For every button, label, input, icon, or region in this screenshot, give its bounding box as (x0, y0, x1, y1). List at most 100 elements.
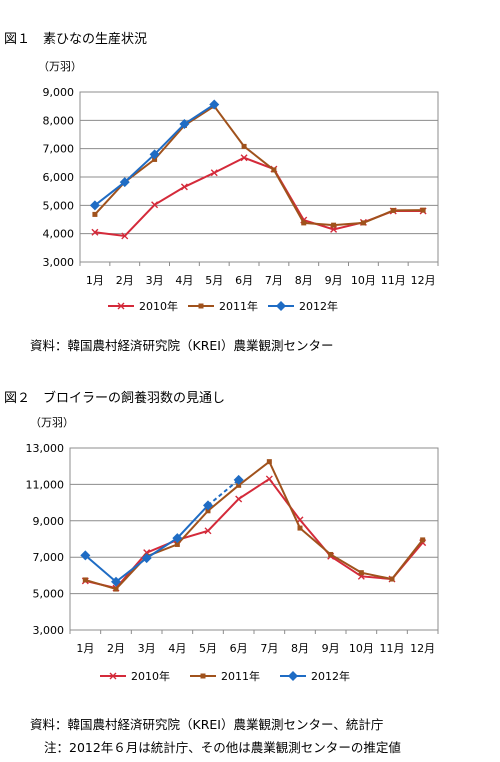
x-tick-label: 10月 (349, 642, 374, 655)
data-point (179, 119, 190, 130)
y-tick-label: 9,000 (33, 515, 65, 528)
x-tick-label: 3月 (146, 274, 164, 287)
y-tick-label: 6,000 (43, 171, 75, 184)
plot-area (69, 447, 439, 631)
series-2010 (81, 475, 427, 592)
x-tick-label: 7月 (265, 274, 283, 287)
data-point (301, 220, 307, 226)
data-point (210, 169, 218, 177)
data-point (141, 553, 152, 564)
x-tick-label: 6月 (230, 642, 248, 655)
figure-2-title: 図２ ブロイラーの飼養羽数の見通し (4, 391, 226, 406)
chart-1-production: （万羽） 3,000 4,000 5,000 6,000 7,000 8,000 9,000 1… (38, 60, 439, 313)
y-tick-label: 13,000 (26, 442, 65, 455)
data-point (204, 527, 212, 535)
figure-2-note: 注：2012年６月は統計庁、その他は農業観測センターの推定値 (44, 740, 401, 755)
data-point (203, 500, 213, 511)
legend-label: 2010年 (139, 299, 178, 313)
series-line (84, 504, 209, 584)
data-point (205, 508, 211, 514)
x-tick-label: 6月 (235, 274, 253, 287)
legend-label: 2011年 (219, 299, 258, 313)
figure-1-source: 資料：韓国農村経済研究院（KREI）農業観測センター (30, 338, 334, 353)
data-point (420, 537, 426, 543)
series-line (94, 104, 424, 227)
y-unit-label: （万羽） (30, 416, 74, 429)
legend-label: 2010年 (131, 669, 170, 683)
x-tick-label: 2月 (107, 642, 125, 655)
data-point (420, 207, 426, 213)
data-point (121, 232, 129, 240)
x-tick-label: 4月 (168, 642, 186, 655)
data-point (119, 177, 130, 188)
y-unit-label: （万羽） (38, 60, 82, 73)
data-point (82, 577, 88, 583)
legend-label: 2011年 (221, 669, 260, 683)
data-point (92, 211, 98, 217)
data-point (328, 551, 334, 557)
figure-2-source: 資料：韓国農村経済研究院（KREI）農業観測センター、統計庁 (30, 717, 384, 732)
data-point (360, 220, 366, 226)
series-line (85, 460, 424, 591)
y-tick-label: 5,000 (43, 199, 75, 212)
x-tick-label: 9月 (325, 274, 343, 287)
data-point (331, 222, 337, 228)
data-point (180, 183, 188, 191)
data-point (236, 482, 242, 488)
series-line (85, 477, 424, 590)
x-tick-label: 5月 (205, 274, 223, 287)
data-point (265, 475, 273, 483)
data-point (241, 143, 247, 149)
figure-1-title: 図１ 素ひなの生産状況 (4, 32, 148, 47)
x-tick-label: 1月 (86, 274, 104, 287)
x-tick-label: 3月 (138, 642, 156, 655)
data-point (358, 570, 364, 576)
x-tick-label: 12月 (411, 274, 436, 287)
y-tick-label: 4,000 (43, 228, 75, 241)
data-point (233, 474, 244, 485)
x-tick-label: 12月 (410, 642, 435, 655)
x-tick-label: 8月 (295, 274, 313, 287)
legend-marker (117, 302, 125, 310)
x-tick-label: 4月 (175, 274, 193, 287)
series-line (94, 156, 424, 237)
data-point (389, 576, 395, 582)
data-point (271, 167, 277, 173)
legend-marker (198, 303, 204, 309)
data-point (89, 200, 100, 211)
legend-label: 2012年 (299, 299, 338, 313)
data-point (111, 576, 121, 587)
x-tick-label: 8月 (291, 642, 309, 655)
data-point (390, 207, 396, 213)
y-tick-label: 7,000 (43, 143, 75, 156)
legend-marker (288, 671, 298, 681)
legend-marker (109, 672, 117, 680)
y-tick-label: 7,000 (33, 551, 65, 564)
y-tick-label: 8,000 (43, 114, 75, 127)
data-point (172, 533, 183, 544)
legend-marker (276, 301, 286, 311)
x-tick-label: 1月 (76, 642, 94, 655)
data-point (149, 149, 160, 160)
series-2012 (80, 474, 244, 587)
data-point (113, 586, 119, 592)
series-2011 (82, 459, 426, 592)
y-tick-label: 3,000 (33, 624, 65, 637)
data-point (174, 541, 180, 547)
y-tick-label: 9,000 (43, 86, 75, 99)
legend-label: 2012年 (311, 669, 350, 683)
y-tick-label: 11,000 (26, 478, 65, 491)
x-tick-label: 2月 (116, 274, 134, 287)
data-point (209, 99, 220, 110)
x-tick-label: 9月 (322, 642, 340, 655)
legend-marker (200, 673, 206, 679)
x-tick-label: 7月 (260, 642, 278, 655)
data-point (80, 550, 91, 561)
x-tick-label: 11月 (380, 642, 405, 655)
series-2012 (89, 99, 220, 211)
data-point (91, 228, 99, 236)
data-point (235, 495, 243, 503)
y-tick-label: 5,000 (33, 588, 65, 601)
data-point (297, 525, 303, 531)
series-line-dashed (207, 479, 240, 507)
